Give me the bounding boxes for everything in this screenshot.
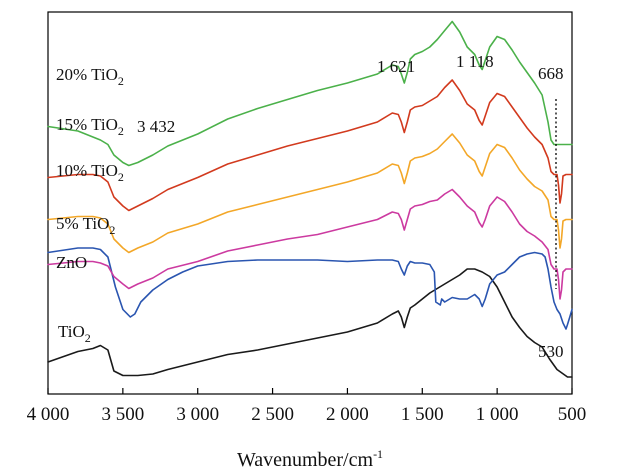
series-line-tio2_15 — [47, 79, 573, 212]
annotation-3432: 3 432 — [137, 117, 175, 136]
x-tick-label: 2 000 — [326, 404, 369, 425]
x-tick-label: 4 000 — [27, 404, 70, 425]
x-axis-ticks: 4 000 3 500 3 000 2 500 2 000 1 500 1 000 500 — [27, 388, 587, 425]
annotation-1621: 1 621 — [377, 57, 415, 76]
series-line-tio2 — [47, 268, 573, 378]
x-tick-label: 1 000 — [476, 404, 519, 425]
series-label-tio2_15: 15% TiO2 — [56, 115, 124, 138]
series-label-tio2_20: 20% TiO2 — [56, 65, 124, 88]
x-tick-label: 3 500 — [101, 404, 144, 425]
annotation-530: 530 — [538, 342, 564, 361]
series-line-tio2_5 — [47, 188, 573, 300]
x-tick-label: 2 500 — [251, 404, 294, 425]
series-label-tio2_10: 10% TiO2 — [56, 161, 124, 184]
annotation-1118: 1 118 — [456, 52, 494, 71]
x-axis-title: Wavenumber/cm-1 — [237, 447, 383, 471]
series-labels: TiO2 ZnO 5% TiO2 10% TiO2 15% TiO2 20% TiO2 — [56, 65, 124, 345]
plot-frame — [47, 11, 573, 395]
x-tick-label: 3 000 — [176, 404, 219, 425]
x-tick-label: 500 — [558, 404, 587, 425]
x-tick-label: 1 500 — [401, 404, 444, 425]
spectra-group — [47, 20, 573, 378]
series-line-tio2_20 — [47, 20, 573, 167]
series-line-tio2_10 — [47, 133, 573, 254]
series-label-zno: ZnO — [56, 253, 87, 272]
annotation-668: 668 — [538, 64, 564, 83]
x-axis-title-main: Wavenumber/cm — [237, 449, 374, 471]
x-axis-title-superscript: -1 — [373, 447, 383, 461]
series-label-tio2_5: 5% TiO2 — [56, 214, 115, 237]
series-line-zno — [47, 247, 573, 330]
series-label-tio2: TiO2 — [58, 322, 91, 345]
